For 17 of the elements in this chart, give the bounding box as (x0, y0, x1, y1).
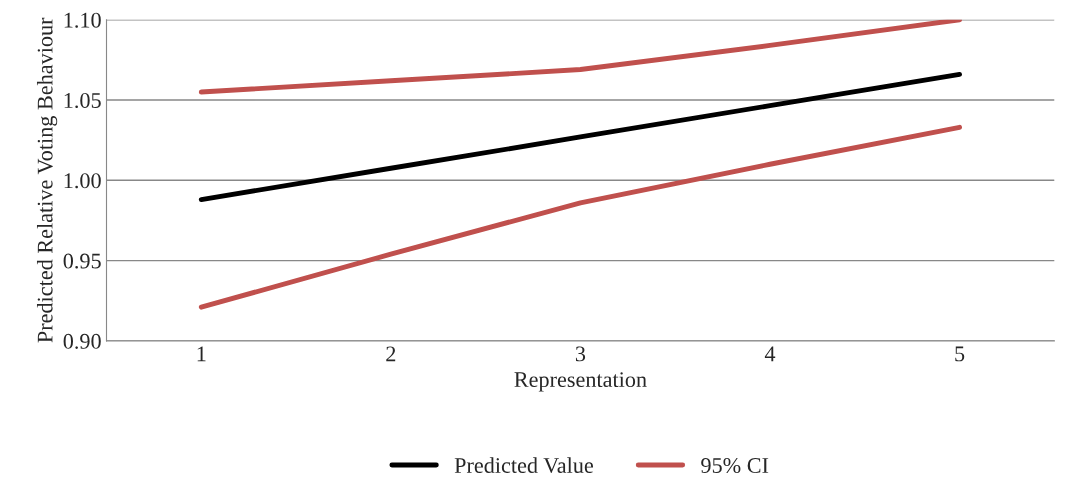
line-series (198, 71, 962, 203)
x-tick-label: 2 (386, 346, 396, 362)
legend-label: 95% CI (701, 457, 769, 474)
x-tick-label: 5 (955, 346, 965, 362)
y-tick-label: 0.95 (63, 253, 101, 269)
line-series (198, 19, 962, 95)
y-tick-label: 1.10 (64, 12, 101, 28)
x-tick-label: 3 (575, 346, 586, 362)
line-series (198, 124, 962, 310)
legend-label: Predicted Value (454, 457, 594, 474)
y-tick-label: 1.05 (64, 92, 101, 109)
y-axis-title: Predicted Relative Voting Behaviour (36, 17, 58, 343)
y-tick-label: 1.00 (64, 173, 101, 189)
y-tick-label: 0.90 (63, 333, 101, 349)
x-tick-label: 4 (764, 346, 776, 362)
x-tick-label: 1 (197, 346, 206, 362)
x-axis-title: Representation (514, 372, 647, 392)
